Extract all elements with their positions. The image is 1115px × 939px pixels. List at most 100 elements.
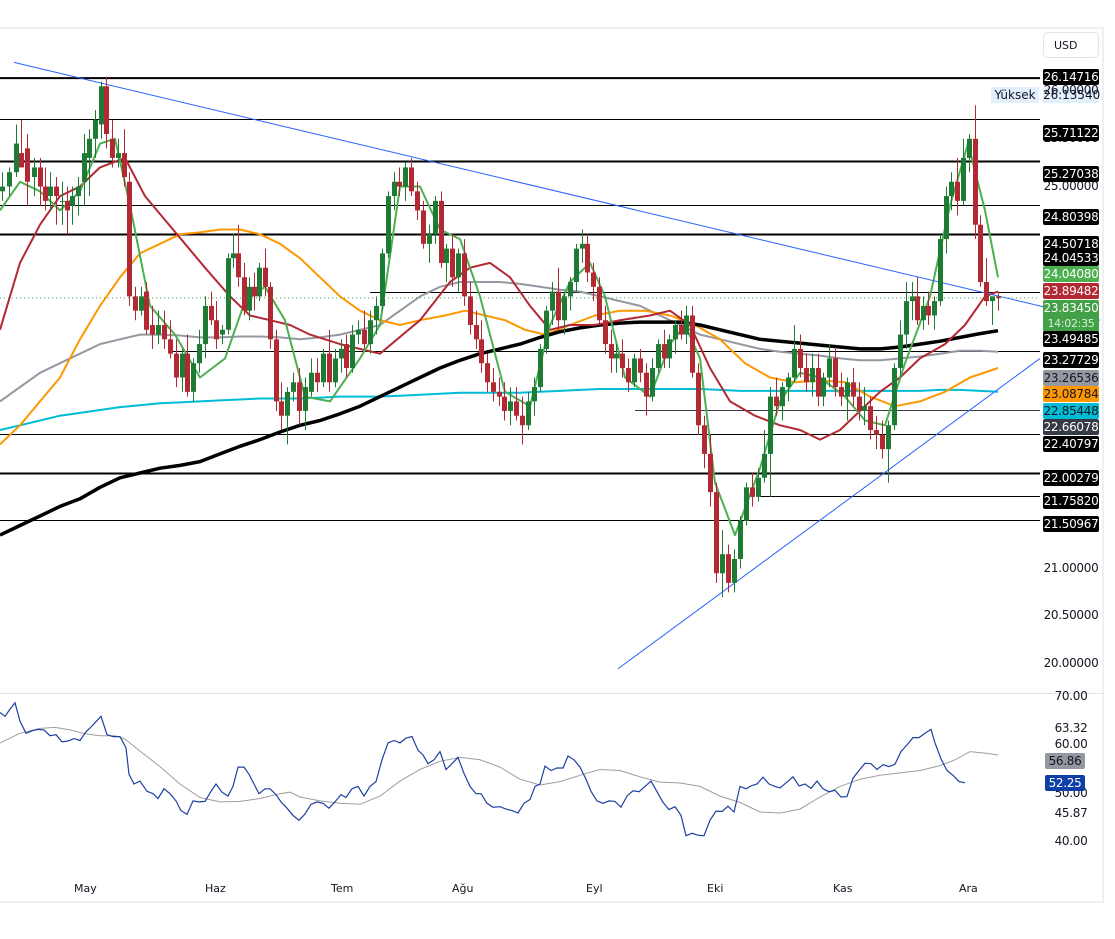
candle [673,320,678,354]
candle [886,420,891,483]
candle [65,186,70,235]
candle [87,129,92,197]
candle-body [603,320,608,345]
candle-body [362,329,367,345]
candle-body [220,329,225,335]
candle [356,320,361,345]
candle [679,310,684,340]
candle-body [944,196,949,240]
candle-body [180,353,185,378]
candle [990,296,995,326]
candle-body [862,406,867,411]
candle [226,253,231,335]
candle [978,215,983,287]
candle-body [14,143,19,173]
month-label-ağu: Ağu [452,882,474,895]
candle-body [762,453,767,478]
candle [638,348,643,383]
price-level-badge: 24.50718 [1043,236,1099,252]
candle-body [197,344,202,364]
candle-body [990,296,995,302]
candle-body [168,339,173,354]
rsi-value-badge: 56.86 [1045,752,1085,769]
month-label-kas: Kas [833,882,853,895]
candle [804,353,809,392]
candle-body [122,153,127,177]
candle [684,305,689,345]
candle [662,329,667,368]
candle [845,377,850,421]
candle [297,367,302,426]
candle-body [344,344,349,368]
price-level-badge: 23.26536 [1043,370,1099,386]
candle [368,310,373,354]
candle-body [597,286,602,321]
candle [720,530,725,598]
price-level-badge: 21.75820 [1043,493,1099,509]
candle [816,353,821,407]
candle [76,176,81,216]
candle [362,310,367,349]
candle-body [339,348,344,359]
candle [214,301,219,349]
pane-separator[interactable] [0,693,1104,694]
month-label-tem: Tem [331,882,354,895]
trendlines[interactable] [13,61,1101,670]
candle [644,363,649,416]
candle [257,262,262,302]
candle-body [374,305,379,321]
currency-button[interactable]: USD [1043,32,1099,58]
candle [508,387,513,426]
rsi-line [0,701,966,837]
candle-body [252,286,257,297]
candle-body [949,181,954,197]
candle-body [938,239,943,302]
candle-body [874,430,879,435]
candle [915,277,920,326]
candle-body [662,344,667,359]
candle-body [279,401,284,416]
candle [491,367,496,402]
candle [973,105,978,240]
candle [961,138,966,206]
candle [60,181,65,225]
candle-body [632,358,637,383]
candle-body [497,391,502,397]
candle [415,181,420,220]
ascending-support-trendline[interactable] [617,358,1041,670]
candle [54,176,59,225]
candle [556,267,561,330]
candle [303,377,308,431]
candle-body [702,425,707,454]
candle [252,272,257,311]
candle [526,391,531,431]
candle-body [732,558,737,583]
descending-resistance-trendline[interactable] [13,61,1101,321]
candle [403,162,408,201]
candle-body [810,367,815,383]
candle [562,291,567,335]
candle-body [439,200,444,263]
candle-body [892,367,897,426]
price-tick-label: 26.00000 [1043,83,1099,98]
candle-body [19,153,24,168]
candle [756,468,761,502]
candle-body [690,315,695,373]
candle-body [798,348,803,368]
candle-body [0,186,5,192]
horizontal-levels[interactable] [0,77,1040,521]
rsi-tick-label: 40.00 [1054,834,1088,848]
candle-body [43,186,48,201]
candle [910,282,915,321]
candle [104,76,109,149]
candle-body [750,487,755,497]
candle [409,157,414,197]
candle [38,157,43,206]
candle-body [904,301,909,335]
candle-body [502,396,507,411]
candle-body [526,401,531,426]
candle-body [926,305,931,316]
candle [585,234,590,283]
candle [580,229,585,263]
